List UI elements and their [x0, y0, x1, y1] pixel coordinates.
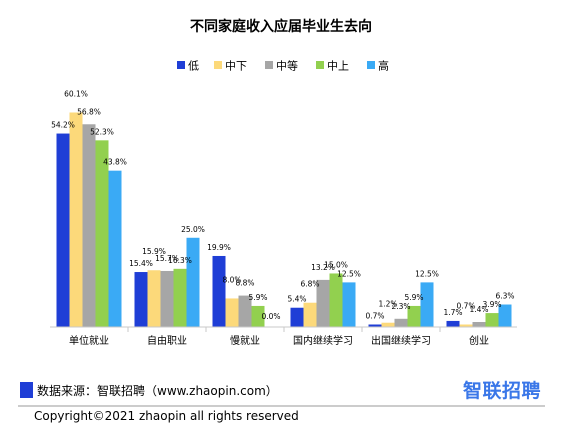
- legend-label-1: 低: [188, 60, 199, 73]
- bar-5-5: [420, 282, 434, 327]
- data-label-5-4: 5.9%: [404, 293, 423, 302]
- data-label-5-5: 12.5%: [415, 269, 439, 278]
- copyright-text: Copyright©2021 zhaopin all rights reserv…: [34, 409, 299, 423]
- legend: 低 中下 中等 中上 高: [177, 59, 389, 73]
- bar-6-3: [472, 322, 486, 327]
- data-label-6-1: 1.7%: [443, 308, 462, 317]
- data-label-5-3: 2.3%: [391, 302, 410, 311]
- data-label-1-5: 43.8%: [103, 158, 127, 167]
- category-labels: 单位就业 自由职业 慢就业 国内继续学习 出国继续学习 创业: [69, 334, 489, 347]
- bar-4-4: [329, 273, 343, 327]
- chart-title: 不同家庭收入应届毕业生去向: [190, 18, 372, 35]
- source-text: 数据来源：智联招聘（www.zhaopin.com）: [37, 383, 278, 398]
- category-label-3: 慢就业: [230, 334, 260, 347]
- category-label-5: 出国继续学习: [371, 334, 431, 347]
- bar-4-2: [303, 302, 317, 327]
- data-label-1-3: 56.8%: [77, 107, 101, 116]
- bar-1-5: [108, 170, 122, 327]
- bar-3-1: [212, 255, 226, 327]
- bar-5-3: [394, 318, 408, 327]
- bar-4-1: [290, 307, 304, 327]
- legend-label-3: 中等: [276, 59, 298, 73]
- data-label-1-1: 54.2%: [51, 121, 75, 130]
- bar-6-2: [459, 324, 473, 327]
- x-axis-ticks: [127, 327, 441, 332]
- data-label-1-4: 52.3%: [90, 127, 114, 136]
- data-label-6-3: 1.4%: [469, 305, 488, 314]
- bar-2-5: [186, 237, 200, 327]
- data-label-2-4: 16.3%: [168, 256, 192, 265]
- data-label-3-1: 19.9%: [207, 243, 231, 252]
- data-label-6-5: 6.3%: [495, 292, 514, 301]
- brand-logo: 智联招聘: [463, 379, 541, 402]
- bar-5-4: [407, 305, 421, 327]
- data-label-4-5: 12.5%: [337, 269, 361, 278]
- bar-1-2: [69, 112, 83, 327]
- bar-1-1: [56, 133, 70, 327]
- bar-1-3: [82, 124, 96, 327]
- category-label-2: 自由职业: [147, 334, 187, 347]
- data-label-5-2: 1.2%: [378, 300, 397, 309]
- data-label-2-2: 15.9%: [142, 247, 166, 256]
- category-label-1: 单位就业: [69, 334, 109, 347]
- data-label-1-2: 60.1%: [64, 89, 88, 98]
- data-label-3-3: 8.8%: [235, 279, 254, 288]
- bar-4-3: [316, 279, 330, 327]
- legend-swatch-1: [177, 61, 185, 69]
- bar-3-3: [238, 295, 252, 327]
- data-label-4-3: 13.2%: [311, 263, 335, 272]
- data-label-3-2: 8.0%: [222, 275, 241, 284]
- bar-5-1: [368, 324, 382, 327]
- bar-6-1: [446, 320, 460, 327]
- legend-label-5: 高: [378, 59, 389, 73]
- legend-swatch-5: [367, 61, 375, 69]
- bars: [56, 112, 512, 327]
- legend-swatch-2: [214, 61, 222, 69]
- bar-1-4: [95, 140, 109, 327]
- legend-swatch-4: [316, 61, 324, 69]
- data-label-5-1: 0.7%: [365, 312, 384, 321]
- bar-2-2: [147, 270, 161, 327]
- bar-5-2: [381, 322, 395, 327]
- data-label-2-5: 25.0%: [181, 225, 205, 234]
- data-label-2-3: 15.7%: [155, 254, 179, 263]
- legend-swatch-3: [265, 61, 273, 69]
- bar-2-3: [160, 270, 174, 327]
- bar-3-4: [251, 305, 265, 327]
- data-label-6-2: 0.7%: [456, 302, 475, 311]
- data-label-4-1: 5.4%: [287, 295, 306, 304]
- source-marker: [20, 382, 33, 398]
- category-label-4: 国内继续学习: [293, 334, 353, 347]
- bar-2-1: [134, 272, 148, 327]
- data-label-2-1: 15.4%: [129, 259, 153, 268]
- bar-3-2: [225, 298, 239, 327]
- data-label-3-4: 5.9%: [248, 293, 267, 302]
- category-label-6: 创业: [469, 334, 489, 347]
- data-label-3-5: 0.0%: [261, 312, 280, 321]
- bar-2-4: [173, 268, 187, 327]
- data-labels: 54.2% 60.1% 56.8% 52.3% 43.8% 15.4% 15.9%15.7%…: [51, 89, 514, 321]
- legend-label-2: 中下: [225, 60, 247, 73]
- bar-4-5: [342, 282, 356, 327]
- data-label-4-4: 15.0%: [324, 260, 348, 269]
- data-label-6-4: 3.9%: [482, 300, 501, 309]
- bar-6-4: [485, 313, 499, 327]
- bar-6-5: [498, 304, 512, 327]
- data-label-4-2: 6.8%: [300, 280, 319, 289]
- legend-label-4: 中上: [327, 60, 349, 73]
